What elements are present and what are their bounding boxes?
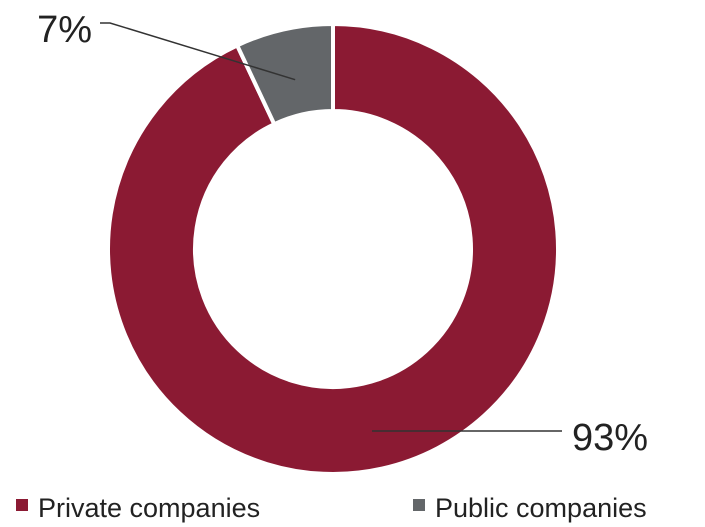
slice-public-companies <box>234 21 335 127</box>
slice-private-companies <box>106 21 560 476</box>
data-label-private-companies: 93% <box>572 417 648 459</box>
slices-group <box>106 21 560 476</box>
legend-swatch-public-companies <box>413 499 425 511</box>
legend: Private companies Public companies <box>16 493 647 523</box>
legend-swatch-private-companies <box>16 499 28 511</box>
data-label-public-companies: 7% <box>37 9 92 51</box>
legend-label-private-companies: Private companies <box>38 493 260 523</box>
legend-label-public-companies: Public companies <box>435 493 647 523</box>
leader-line-public-companies <box>100 22 296 81</box>
leader-lines-group <box>100 22 562 432</box>
data-labels-group: 93% 7% <box>37 9 648 459</box>
